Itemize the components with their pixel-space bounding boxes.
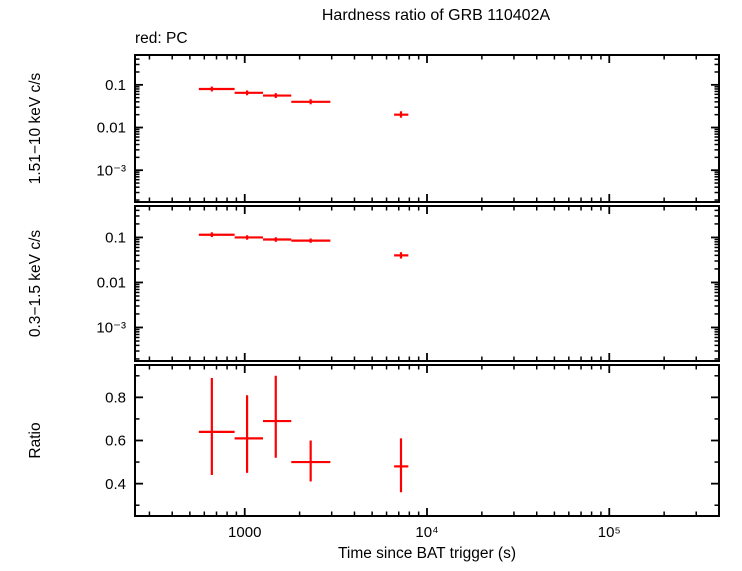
x-tick-label: 1000 [228,524,261,541]
panel-frame [134,205,720,362]
y-axis-label-ratio: Ratio [27,422,44,458]
y-tick-label: 0.6 [105,433,126,450]
x-tick-label: 10⁴ [415,524,438,541]
y-axis-label-hard-band: 1.51−10 keV c/s [27,72,44,184]
y-tick-label: 0.01 [97,120,126,137]
x-axis-label: Time since BAT trigger (s) [338,545,516,562]
y-tick-label: 0.01 [97,275,126,292]
y-tick-label: 10⁻³ [96,320,126,337]
data-series-layer [198,86,409,493]
y-tick-label: 0.8 [105,390,126,407]
axes-layer: 0.1 0.01 10⁻³ 0.1 0.01 10⁻³ 0.8 0.6 0.4 1000 10⁴ 10… [96,54,720,541]
y-tick-label: 0.4 [105,476,126,493]
mode-annotation: red: PC [135,30,188,47]
chart-title: Hardness ratio of GRB 110402A [322,7,551,24]
y-tick-label: 0.1 [105,230,126,247]
y-tick-label: 10⁻³ [96,162,126,179]
y-tick-label: 0.1 [105,77,126,94]
y-axis-label-soft-band: 0.3−1.5 keV c/s [27,230,44,338]
panel-frame [134,364,720,517]
x-tick-label: 10⁵ [598,524,621,541]
panel-frame [134,54,720,203]
